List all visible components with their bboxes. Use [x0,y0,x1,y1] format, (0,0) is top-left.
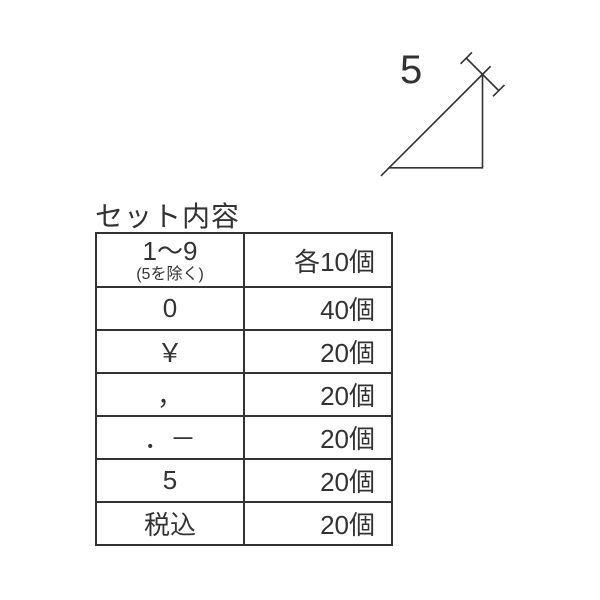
cell-item: ．－ [96,416,244,459]
table-row: 税込 20個 [96,502,392,545]
cell-qty: 40個 [244,287,392,330]
cell-item: 1～9 (5を除く) [96,233,244,287]
cell-qty: 20個 [244,330,392,373]
table-row: ￥ 20個 [96,330,392,373]
table-row: ．－ 20個 [96,416,392,459]
cell-sub-text: (5を除く) [105,266,235,284]
triangle-svg [370,50,530,180]
dimension-diagram: 5 [370,50,530,170]
corner-tick-1 [381,166,391,176]
contents-table: 1～9 (5を除く) 各10個 0 40個 ￥ 20個 ， 20個 ．－ 20個… [95,232,393,546]
cell-item: 0 [96,287,244,330]
section-title: セット内容 [95,195,240,235]
corner-tick-2 [481,66,491,76]
table-row: 1～9 (5を除く) 各10個 [96,233,392,287]
cell-qty: 20個 [244,373,392,416]
table-row: ， 20個 [96,373,392,416]
cell-item: ， [96,373,244,416]
cell-item: ￥ [96,330,244,373]
table-row: 5 20個 [96,459,392,502]
cell-main-text: 1～9 [105,237,235,266]
cell-qty: 20個 [244,416,392,459]
cell-item: 税込 [96,502,244,545]
cell-qty: 20個 [244,502,392,545]
cell-item: 5 [96,459,244,502]
table-row: 0 40個 [96,287,392,330]
dimension-value: 5 [400,48,422,93]
cell-qty: 各10個 [244,233,392,287]
cell-qty: 20個 [244,459,392,502]
